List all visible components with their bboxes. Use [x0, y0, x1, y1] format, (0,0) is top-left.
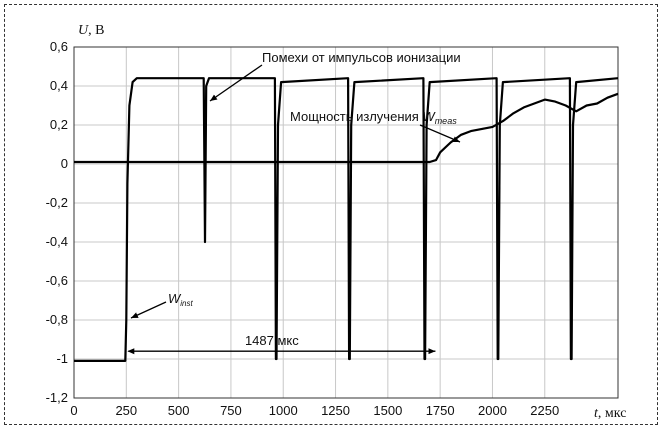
x-tick-labels: 0 250 500 750 1000 1250 1500 1750 2000 2250	[70, 403, 559, 418]
y-tick-label: 0,2	[50, 117, 68, 132]
x-tick-label: 500	[168, 403, 190, 418]
noise-arrow	[209, 64, 263, 102]
series-line-laser-signal	[74, 77, 619, 362]
y-tick-labels: 0,6 0,4 0,2 0 -0,2 -0,4 -0,6 -0,8 -1 -1,2	[46, 39, 68, 405]
annotations: Помехи от импульсов ионизации Мощность и…	[127, 50, 461, 355]
x-tick-label: 0	[70, 403, 77, 418]
x-tick-label: 250	[115, 403, 137, 418]
x-axis-label: t, мкс	[594, 406, 626, 421]
y-tick-label: -0,4	[46, 234, 68, 249]
y-tick-label: -0,2	[46, 195, 68, 210]
y-tick-label: -0,8	[46, 312, 68, 327]
series-line-radiation-power	[74, 92, 619, 164]
y-axis-label: U, В	[78, 23, 104, 38]
x-tick-label: 750	[220, 403, 242, 418]
x-tick-label: 2000	[478, 403, 507, 418]
y-tick-label: -1	[56, 351, 68, 366]
x-tick-label: 2250	[530, 403, 559, 418]
x-tick-label: 1000	[269, 403, 298, 418]
x-tick-label: 1250	[321, 403, 350, 418]
power-annotation: Мощность излучения Wmeas	[290, 109, 457, 126]
winst-annotation: Winst	[168, 291, 194, 308]
y-tick-label: 0,4	[50, 78, 68, 93]
winst-arrow	[130, 301, 167, 319]
plot-area-border	[73, 46, 619, 399]
power-arrow	[419, 124, 461, 143]
x-tick-label: 1750	[426, 403, 455, 418]
y-tick-label: -0,6	[46, 273, 68, 288]
grid-lines	[73, 46, 618, 399]
interval-label: 1487 мкс	[245, 333, 299, 348]
noise-annotation: Помехи от импульсов ионизации	[262, 50, 461, 65]
y-tick-label: 0,6	[50, 39, 68, 54]
x-tick-label: 1500	[373, 403, 402, 418]
y-tick-label: -1,2	[46, 390, 68, 405]
y-tick-label: 0	[61, 156, 68, 171]
figure-frame	[4, 4, 658, 425]
series-layer	[74, 77, 619, 362]
